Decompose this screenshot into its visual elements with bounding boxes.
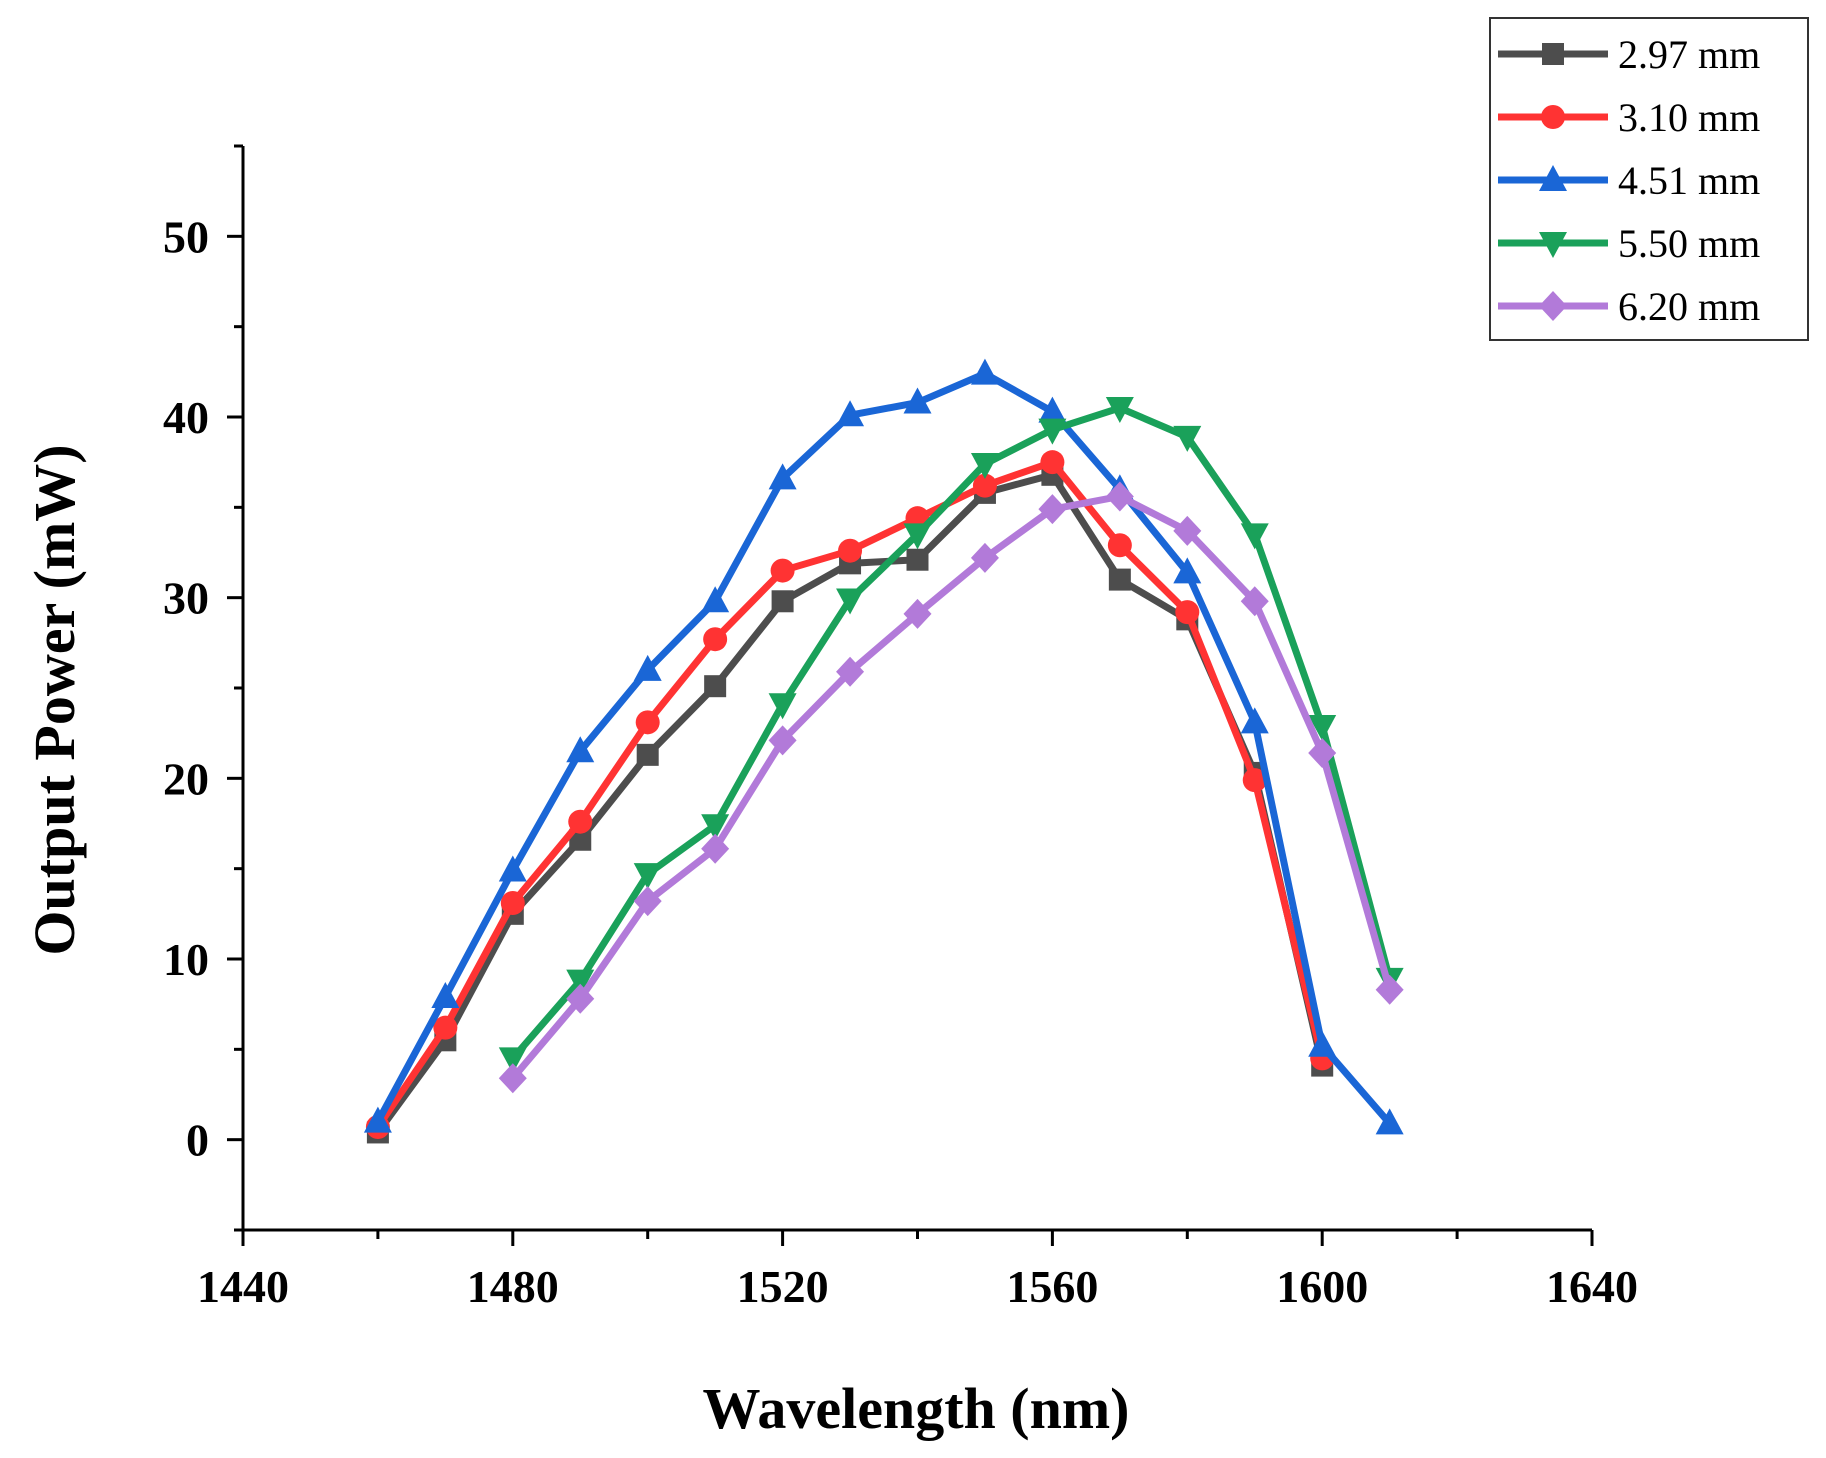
data-point: [566, 736, 595, 763]
x-tick-label: 1480: [467, 1261, 559, 1312]
data-point: [770, 558, 795, 583]
data-point: [1175, 600, 1200, 625]
data-point: [771, 590, 794, 613]
data-point: [836, 588, 865, 615]
legend-marker: [1539, 232, 1567, 258]
data-point: [1240, 523, 1269, 550]
legend-item: 6.20 mm: [1498, 284, 1760, 329]
data-point: [633, 654, 662, 681]
legend-label: 2.97 mm: [1618, 32, 1760, 77]
data-point: [836, 656, 865, 687]
legend-marker: [1539, 165, 1567, 191]
legend-marker: [1539, 291, 1567, 321]
data-point: [970, 542, 999, 573]
data-point: [704, 675, 727, 698]
x-tick-label: 1560: [1006, 1261, 1098, 1312]
data-point: [500, 890, 525, 915]
data-point: [1173, 515, 1202, 546]
data-point: [701, 814, 730, 841]
x-tick-label: 1600: [1276, 1261, 1368, 1312]
x-tick-label: 1520: [737, 1261, 829, 1312]
data-point: [1038, 396, 1067, 423]
data-point: [703, 627, 728, 652]
data-point: [1308, 1030, 1337, 1057]
axes: 1440 1480 1520 1560 1600 1640 0 10 20 30 40 50: [163, 144, 1638, 1312]
series-5-50-mm: [498, 396, 1404, 1074]
x-tick-label: 1440: [197, 1261, 289, 1312]
x-tick-label: 1640: [1546, 1261, 1638, 1312]
data-point: [836, 400, 865, 427]
data-point: [568, 809, 593, 834]
data-point: [498, 1047, 527, 1074]
data-point: [970, 452, 999, 479]
legend-label: 6.20 mm: [1618, 284, 1760, 329]
legend-item: 4.51 mm: [1498, 158, 1760, 203]
legend-item: 3.10 mm: [1498, 95, 1760, 140]
data-point: [701, 586, 730, 613]
data-point: [1105, 396, 1134, 423]
data-point: [768, 463, 797, 490]
data-point: [566, 983, 595, 1014]
data-point: [1107, 533, 1132, 558]
series-line: [510, 492, 1394, 1081]
data-point: [903, 598, 932, 629]
data-point: [1375, 1108, 1404, 1135]
data-point: [433, 1015, 458, 1040]
data-point: [903, 523, 932, 550]
series-4-51-mm: [363, 358, 1404, 1135]
legend-item: 5.50 mm: [1498, 221, 1760, 266]
legend-label: 4.51 mm: [1618, 158, 1760, 203]
data-point: [906, 548, 929, 571]
y-tick-label: 0: [186, 1115, 209, 1166]
data-point: [1240, 707, 1269, 734]
legend-marker: [1542, 43, 1564, 65]
data-point: [1038, 494, 1067, 525]
data-point: [768, 725, 797, 756]
data-point: [1173, 557, 1202, 584]
y-tick-label: 30: [163, 573, 209, 624]
data-point: [768, 693, 797, 720]
series-3-10-mm: [365, 450, 1335, 1140]
data-point: [498, 855, 527, 882]
legend-label: 3.10 mm: [1618, 95, 1760, 140]
y-tick-label: 10: [163, 934, 209, 985]
data-point: [1242, 768, 1267, 793]
data-point: [633, 863, 662, 890]
legend-label: 5.50 mm: [1618, 221, 1760, 266]
data-point: [1173, 425, 1202, 452]
data-point: [1308, 738, 1337, 769]
data-point: [1108, 568, 1131, 591]
data-point: [972, 473, 997, 498]
y-axis-title: Output Power (mW): [22, 444, 87, 955]
series-6-20-mm: [498, 481, 1404, 1094]
data-point: [1040, 450, 1065, 475]
series-line: [374, 370, 1393, 1126]
x-axis-title: Wavelength (nm): [703, 1376, 1130, 1441]
y-tick-label: 40: [163, 392, 209, 443]
data-point: [569, 828, 592, 851]
legend: 2.97 mm 3.10 mm 4.51 mm 5.50 mm 6.20 mm: [1489, 17, 1809, 341]
data-point: [1308, 714, 1337, 741]
legend-item: 2.97 mm: [1498, 32, 1760, 77]
data-point: [363, 1106, 392, 1133]
y-tick-label: 20: [163, 753, 209, 804]
data-point: [498, 1063, 527, 1094]
data-point: [1038, 418, 1067, 445]
data-point: [636, 743, 659, 766]
series-layer: [363, 358, 1404, 1144]
data-point: [1240, 586, 1269, 617]
data-point: [701, 833, 730, 864]
data-point: [1105, 481, 1134, 512]
data-point: [566, 969, 595, 996]
data-point: [1375, 974, 1404, 1005]
data-point: [635, 710, 660, 735]
legend-marker: [1541, 105, 1565, 129]
data-point: [903, 387, 932, 414]
data-point: [431, 981, 460, 1008]
data-point: [838, 538, 863, 563]
y-tick-label: 50: [163, 211, 209, 262]
data-point: [633, 886, 662, 917]
data-point: [970, 358, 999, 385]
